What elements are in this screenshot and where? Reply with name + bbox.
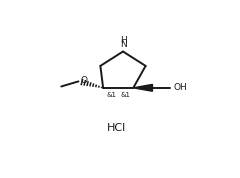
- Text: N: N: [120, 40, 126, 49]
- Text: HCl: HCl: [107, 123, 126, 133]
- Text: H: H: [120, 36, 126, 45]
- Text: OH: OH: [173, 83, 187, 92]
- Polygon shape: [133, 84, 152, 91]
- Text: O: O: [80, 77, 87, 85]
- Text: &1: &1: [120, 92, 131, 98]
- Text: &1: &1: [107, 92, 117, 98]
